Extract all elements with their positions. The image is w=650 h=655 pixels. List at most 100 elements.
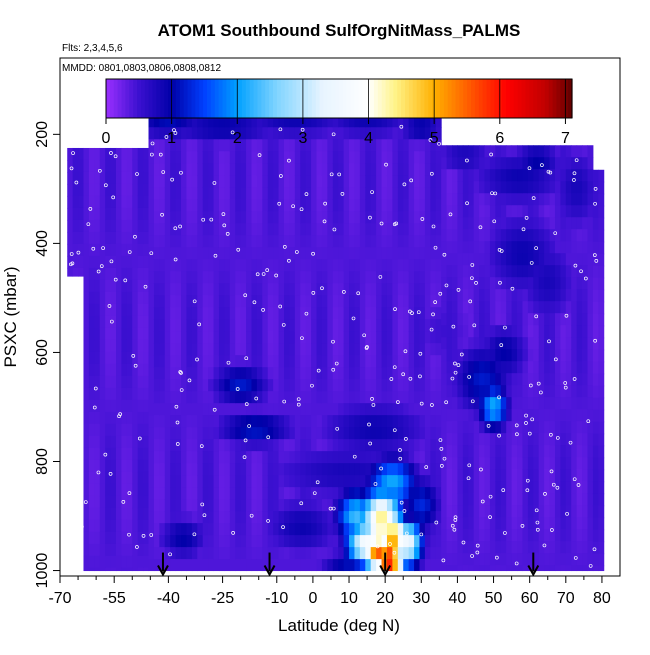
- heatmap-cell: [343, 439, 350, 452]
- heatmap-cell: [576, 337, 583, 350]
- heatmap-cell: [473, 193, 480, 206]
- heatmap-cell: [235, 403, 242, 416]
- heatmap-cell: [229, 283, 236, 296]
- heatmap-cell: [116, 363, 122, 377]
- sample-point: [470, 263, 475, 267]
- heatmap-cell: [414, 259, 420, 272]
- heatmap-cell: [110, 339, 117, 353]
- heatmap-cell: [143, 507, 150, 521]
- heatmap-cell: [386, 439, 393, 452]
- heatmap-cell: [354, 211, 361, 224]
- heatmap-cell: [110, 159, 117, 173]
- heatmap-cell: [164, 499, 171, 512]
- sample-point: [235, 387, 240, 391]
- heatmap-cell: [94, 195, 101, 209]
- heatmap-cell: [349, 235, 355, 248]
- heatmap-cell: [83, 423, 90, 437]
- heatmap-cell: [517, 157, 523, 170]
- heatmap-cell: [235, 247, 242, 260]
- heatmap-cell: [592, 169, 599, 183]
- heatmap-cell: [305, 379, 312, 392]
- heatmap-cell: [213, 379, 220, 392]
- heatmap-cell: [132, 471, 139, 485]
- heatmap-cell: [500, 493, 507, 506]
- heatmap-cell: [300, 391, 307, 404]
- heatmap-cell: [397, 403, 404, 416]
- heatmap-cell: [468, 517, 475, 530]
- heatmap-cell: [462, 433, 469, 446]
- marker-arrow-head: [157, 565, 169, 577]
- colorbar-segment: [350, 79, 356, 118]
- heatmap-cell: [576, 313, 583, 326]
- heatmap-cell: [565, 541, 572, 554]
- heatmap-cell: [148, 487, 155, 500]
- heatmap-cell: [78, 195, 84, 209]
- heatmap-cell: [332, 271, 339, 284]
- heatmap-cell: [533, 505, 540, 518]
- heatmap-cell: [181, 451, 187, 464]
- heatmap-cell: [424, 475, 431, 488]
- x-tick-label: 50: [485, 590, 503, 607]
- sample-point: [173, 226, 178, 231]
- sample-point: [515, 432, 519, 437]
- heatmap-cell: [386, 535, 393, 548]
- heatmap-cell: [554, 517, 561, 530]
- heatmap-cell: [170, 187, 177, 200]
- heatmap-cell: [462, 229, 469, 242]
- heatmap-cell: [202, 415, 209, 428]
- heatmap-cell: [473, 325, 480, 338]
- heatmap-cell: [126, 303, 133, 317]
- heatmap-cell: [576, 373, 583, 386]
- heatmap-cell: [414, 175, 420, 188]
- heatmap-cell: [408, 127, 415, 140]
- heatmap-cell: [462, 349, 469, 362]
- sample-point: [107, 304, 112, 308]
- heatmap-cell: [186, 307, 193, 320]
- sample-point: [370, 397, 374, 401]
- heatmap-cell: [359, 139, 366, 152]
- heatmap-cell: [408, 379, 415, 392]
- heatmap-cell: [110, 219, 117, 233]
- heatmap-cell: [576, 205, 583, 218]
- heatmap-cell: [517, 481, 523, 494]
- heatmap-cell: [273, 559, 280, 572]
- sample-point: [111, 195, 116, 200]
- sample-point: [254, 396, 259, 401]
- sample-point: [474, 281, 478, 285]
- heatmap-cell: [305, 199, 312, 212]
- colorbar-segment: [420, 79, 426, 118]
- sample-point: [226, 360, 231, 365]
- heatmap-cell: [153, 343, 160, 356]
- heatmap-cell: [370, 223, 377, 236]
- heatmap-cell: [381, 439, 388, 452]
- heatmap-cell: [132, 291, 139, 305]
- heatmap-cell: [587, 409, 594, 422]
- heatmap-cell: [251, 391, 258, 404]
- heatmap-cell: [582, 205, 588, 218]
- heatmap-cell: [386, 355, 393, 368]
- heatmap-cell: [430, 511, 437, 524]
- heatmap-cell: [235, 415, 242, 428]
- heatmap-cell: [484, 253, 491, 266]
- heatmap-cell: [446, 517, 453, 530]
- heatmap-cell: [88, 219, 95, 233]
- heatmap-cell: [489, 433, 496, 446]
- heatmap-cell: [159, 127, 166, 140]
- heatmap-cell: [527, 145, 534, 158]
- heatmap-cell: [582, 373, 588, 386]
- heatmap-cell: [500, 253, 507, 266]
- heatmap-cell: [517, 277, 523, 290]
- heatmap-cell: [544, 193, 551, 206]
- heatmap-cell: [576, 385, 583, 398]
- heatmap-cell: [554, 445, 561, 458]
- heatmap-cell: [386, 379, 393, 392]
- heatmap-cell: [305, 391, 312, 404]
- heatmap-cell: [414, 247, 420, 260]
- heatmap-cell: [554, 373, 561, 386]
- heatmap-cell: [354, 475, 361, 488]
- heatmap-cell: [294, 379, 301, 392]
- heatmap-cell: [186, 187, 193, 200]
- heatmap-cell: [354, 439, 361, 452]
- heatmap-cell: [256, 283, 263, 296]
- heatmap-cell: [462, 373, 469, 386]
